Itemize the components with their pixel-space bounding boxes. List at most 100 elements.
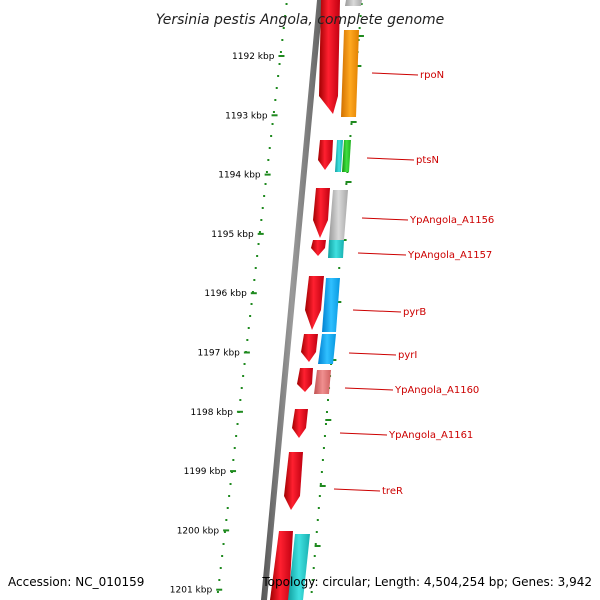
scale-dot	[247, 327, 250, 329]
guide-dot	[324, 423, 327, 425]
gene-label[interactable]: pyrI	[398, 350, 417, 361]
guide-dot	[359, 15, 362, 17]
guide-dot	[325, 411, 328, 413]
gene-arrow[interactable]	[305, 276, 324, 330]
scale-dot	[240, 387, 243, 389]
scale-dot	[265, 171, 268, 173]
guide-dot	[312, 567, 315, 569]
gene-label[interactable]: rpoN	[420, 70, 444, 81]
scale-dot	[243, 363, 246, 365]
gene-label[interactable]: YpAngola_A1156	[409, 215, 494, 226]
gene-label[interactable]: treR	[382, 486, 403, 497]
scale-dot	[232, 459, 235, 461]
kbp-tick-label: 1193 kbp	[225, 111, 268, 121]
gene-block-gray[interactable]	[345, 0, 362, 6]
scale-dot	[263, 195, 266, 197]
scale-dot	[258, 231, 261, 233]
topology-label: Topology: circular; Length: 4,504,254 bp…	[261, 575, 592, 589]
scale-dot	[251, 291, 254, 293]
kbp-tick-label: 1192 kbp	[232, 52, 275, 62]
kbp-tick-label: 1196 kbp	[204, 289, 247, 299]
guide-dot	[327, 399, 329, 401]
scale-dot	[218, 579, 221, 581]
gene-block-gray[interactable]	[329, 190, 348, 240]
guide-dot	[322, 447, 325, 449]
gene-label[interactable]: YpAngola_A1157	[407, 250, 492, 261]
gene-labels: rpoN ptsN YpAngola_A1156 YpAngola_A1157 pyrB…	[333, 70, 494, 497]
gene-block-green[interactable]	[342, 140, 351, 172]
scale-dot	[223, 531, 226, 533]
scale-dot	[221, 555, 224, 557]
gene-arrow[interactable]	[318, 140, 333, 170]
gene-leader-line	[339, 432, 388, 436]
scale-dot	[281, 39, 284, 41]
kbp-tick-label: 1201 kbp	[170, 586, 213, 596]
scale-dot	[250, 303, 253, 305]
kbp-tick-label: 1195 kbp	[211, 230, 254, 240]
guide-dot	[360, 3, 363, 5]
scale-dot	[235, 435, 238, 437]
scale-dot	[233, 447, 236, 449]
gene-label[interactable]: ptsN	[416, 155, 439, 166]
scale-dot	[268, 147, 271, 149]
guide-dot	[313, 555, 316, 557]
scale-dot	[284, 15, 287, 17]
scale-dot	[270, 135, 273, 137]
gene-arrow[interactable]	[284, 452, 303, 510]
gene-leader-line	[357, 252, 407, 256]
gene-block-blue[interactable]	[322, 278, 340, 332]
kbp-tick-label: 1198 kbp	[191, 408, 234, 418]
gene-label[interactable]: YpAngola_A1160	[394, 385, 479, 396]
guide-dot	[319, 483, 322, 485]
genome-backbone	[261, 0, 323, 600]
scale-dot	[264, 183, 267, 185]
scale-dot	[267, 159, 270, 161]
scale-dot	[277, 75, 280, 77]
gene-leader-line	[348, 352, 397, 356]
guide-dot	[320, 471, 323, 473]
gene-arrow[interactable]	[297, 368, 313, 392]
scale-dot	[257, 243, 260, 245]
scale-dot	[279, 51, 282, 53]
guide-dot	[323, 435, 326, 437]
scale-dot	[274, 99, 277, 101]
guide-dot	[349, 135, 352, 137]
gene-block-cyan[interactable]	[288, 534, 310, 600]
scale-dot	[249, 315, 252, 317]
kbp-tick-label: 1197 kbp	[197, 349, 240, 359]
guide-dot	[310, 591, 313, 593]
scale-dot	[260, 219, 263, 221]
scale-dot	[242, 375, 245, 377]
scale-dot	[271, 123, 274, 125]
gene-label[interactable]: YpAngola_A1161	[388, 430, 473, 441]
guide-dot	[315, 531, 318, 533]
page-title: Yersinia pestis Angola, complete genome	[156, 12, 445, 28]
guide-dot	[321, 459, 324, 461]
gene-arrow[interactable]	[311, 240, 326, 256]
guide-dot	[338, 267, 341, 269]
gene-arrow[interactable]	[313, 188, 330, 238]
gene-block-orange[interactable]	[341, 30, 359, 117]
guide-dot	[345, 183, 348, 185]
gene-block-blue[interactable]	[318, 334, 336, 364]
gene-arrow[interactable]	[270, 531, 293, 600]
scale-dot	[282, 27, 285, 29]
guide-dot	[358, 27, 361, 29]
gene-arrow[interactable]	[292, 409, 308, 438]
gene-block-cyan[interactable]	[335, 140, 343, 172]
gene-block-cyan[interactable]	[328, 240, 344, 258]
guide-dot	[316, 519, 319, 521]
scale-dot	[256, 255, 259, 257]
guide-dot	[318, 495, 321, 497]
gene-arrow[interactable]	[319, 0, 340, 114]
scale-dot	[275, 87, 278, 89]
gene-label[interactable]: pyrB	[403, 307, 426, 318]
gene-arrow[interactable]	[301, 334, 318, 362]
scale-dot	[239, 399, 242, 401]
guide-dot	[314, 543, 317, 545]
scale-dot	[253, 279, 256, 281]
gene-block-pink[interactable]	[314, 370, 331, 394]
kbp-tick-label: 1199 kbp	[184, 467, 227, 477]
scale-dot	[228, 495, 231, 497]
